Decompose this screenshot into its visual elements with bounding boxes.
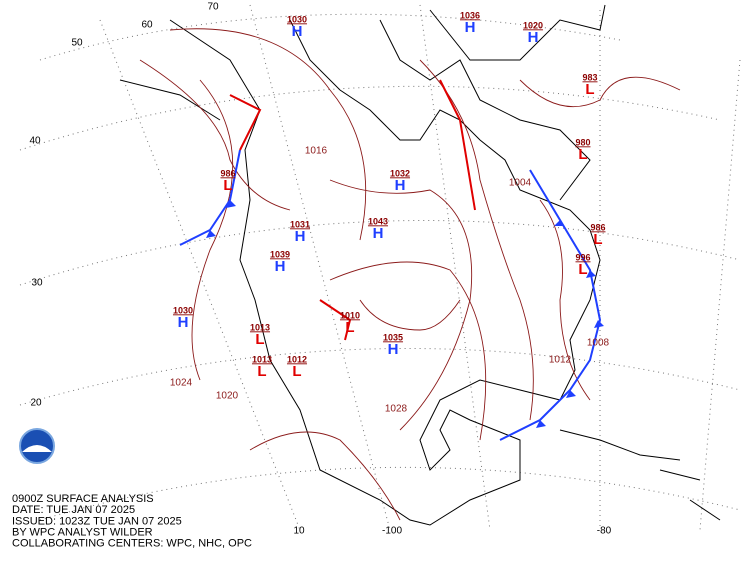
center-pressure: 1032	[390, 168, 410, 178]
center-pressure: 986	[220, 168, 235, 178]
grid-line	[19, 347, 741, 406]
center-pressure: 1036	[460, 10, 480, 20]
center-pressure: 1020	[523, 20, 543, 30]
center-pressure: 1030	[287, 14, 307, 24]
caption-line: DATE: TUE JAN 07 2025	[12, 504, 135, 516]
noaa-logo	[19, 428, 55, 464]
high-pressure-letter: H	[373, 225, 384, 242]
low-pressure-letter: L	[345, 319, 354, 336]
grid-line	[39, 466, 741, 521]
low-pressure-letter: L	[223, 177, 232, 194]
isobar-label: 1028	[385, 404, 408, 415]
isobar	[419, 59, 534, 421]
center-pressure: 1039	[270, 249, 290, 259]
caption-line: COLLABORATING CENTERS: WPC, NHC, OPC	[12, 538, 252, 550]
coastline	[119, 79, 221, 121]
coastlines	[119, 4, 721, 526]
center-pressure: 1043	[368, 216, 388, 226]
low-pressure-letter: L	[255, 331, 264, 348]
grid-label: 60	[141, 20, 153, 31]
grid-label: 50	[71, 38, 83, 49]
center-pressure: 1013	[250, 322, 270, 332]
warm-front	[319, 299, 352, 341]
grid-label: -100	[382, 526, 402, 537]
center-pressure: 1031	[290, 219, 310, 229]
logo-bird	[22, 445, 52, 452]
isobar-label: 1008	[587, 338, 610, 349]
grid-line	[419, 4, 491, 531]
isobars	[139, 28, 681, 521]
high-pressure-letter: H	[388, 341, 399, 358]
low-pressure-letter: L	[578, 146, 587, 163]
grid-label: 20	[30, 398, 42, 409]
isobar	[249, 431, 401, 521]
warm-front	[439, 79, 476, 211]
high-pressure-letter: H	[275, 258, 286, 275]
cold-front	[499, 169, 602, 441]
high-pressure-letter: H	[295, 228, 306, 245]
grid-label: 30	[31, 278, 43, 289]
fronts	[179, 79, 604, 441]
caption-line: BY WPC ANALYST WILDER	[12, 527, 153, 539]
isobar	[359, 299, 461, 331]
isobar	[169, 28, 367, 241]
lat-lon-grid	[19, 4, 741, 531]
center-pressure: 986	[590, 222, 605, 232]
center-pressure: 1010	[340, 310, 360, 320]
coastline	[559, 429, 721, 521]
isobar-label: 1004	[509, 178, 532, 189]
isobar	[519, 76, 681, 108]
grid-label: -80	[597, 526, 612, 537]
grid-label: 40	[29, 136, 41, 147]
caption-line: 0900Z SURFACE ANALYSIS	[12, 493, 154, 505]
cold-front	[179, 149, 241, 246]
warm-front	[229, 94, 262, 151]
isobar-label: 1016	[305, 146, 328, 157]
isobar	[329, 179, 473, 431]
center-pressure: 1035	[383, 332, 403, 342]
grid-label: 70	[207, 2, 219, 13]
coastline	[169, 19, 601, 526]
center-pressure: 996	[575, 252, 590, 262]
isobar-label: 1020	[216, 391, 239, 402]
high-pressure-letter: H	[395, 177, 406, 194]
center-pressure: 980	[575, 137, 590, 147]
isobar	[139, 59, 291, 211]
low-pressure-letter: L	[585, 81, 594, 98]
high-pressure-letter: H	[292, 23, 303, 40]
caption-line: ISSUED: 1023Z TUE JAN 07 2025	[12, 515, 182, 527]
coastline	[379, 19, 591, 201]
isobar	[191, 79, 234, 381]
high-pressure-letter: H	[465, 19, 476, 36]
coastline	[429, 4, 606, 61]
isobar-label: 1012	[549, 355, 572, 366]
front-symbols	[206, 200, 604, 428]
grid-label: 10	[293, 526, 305, 537]
isobar	[329, 261, 487, 441]
grid-line	[19, 85, 721, 151]
center-pressure: 1030	[173, 305, 193, 315]
high-pressure-letter: H	[178, 314, 189, 331]
center-pressure: 1013	[252, 354, 272, 364]
low-pressure-letter: L	[578, 261, 587, 278]
center-pressure: 983	[582, 72, 597, 82]
center-pressure: 1012	[287, 354, 307, 364]
low-pressure-letter: L	[257, 363, 266, 380]
isobar	[539, 199, 591, 401]
low-pressure-letter: L	[292, 363, 301, 380]
high-pressure-letter: H	[528, 29, 539, 46]
isobar-label: 1024	[170, 378, 193, 389]
low-pressure-letter: L	[593, 231, 602, 248]
grid-line	[699, 59, 741, 531]
grid-line	[249, 4, 391, 531]
grid-line	[99, 19, 301, 531]
